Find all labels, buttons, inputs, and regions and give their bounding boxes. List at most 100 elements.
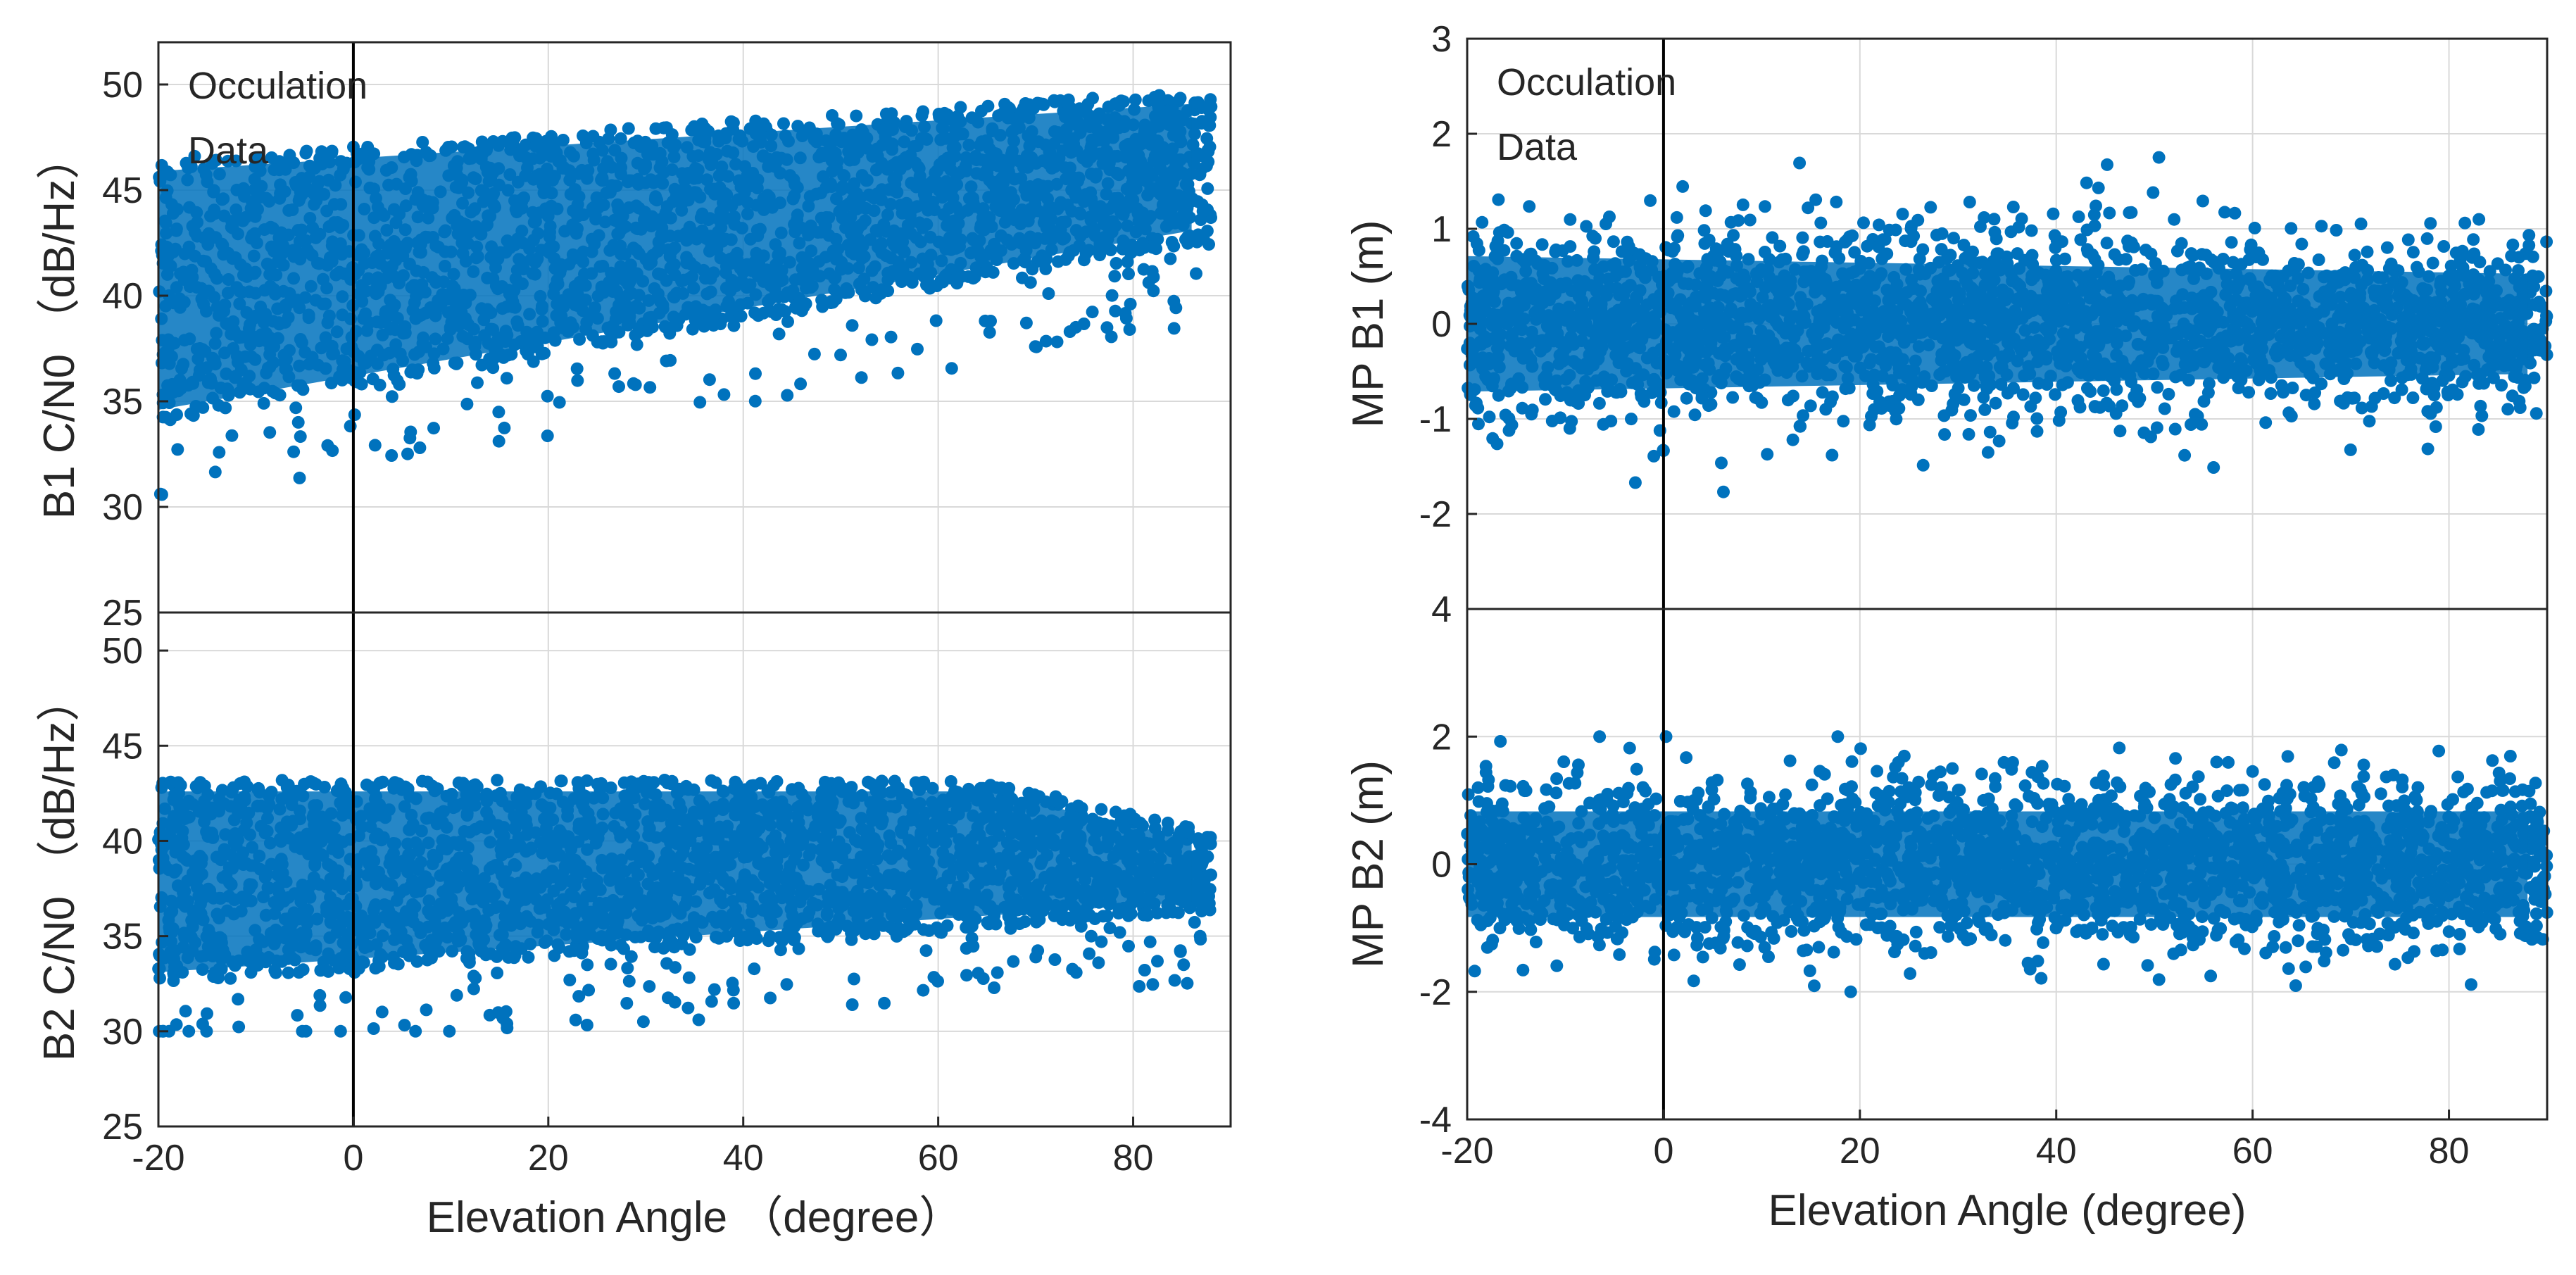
scatter-point xyxy=(1140,907,1153,920)
scatter-point xyxy=(960,942,973,955)
scatter-point xyxy=(541,429,554,443)
scatter-point xyxy=(855,371,868,384)
scatter-point xyxy=(385,449,398,462)
scatter-point xyxy=(401,447,414,460)
scatter-point xyxy=(1108,270,1121,283)
scatter-point xyxy=(492,406,505,419)
scatter-point xyxy=(846,998,859,1011)
scatter-point xyxy=(500,372,513,385)
scatter-point xyxy=(313,999,327,1012)
scatter-point xyxy=(1029,950,1043,964)
scatter-point xyxy=(421,775,434,789)
scatter-point xyxy=(622,122,635,135)
scatter-point xyxy=(808,347,821,360)
scatter-point xyxy=(1138,241,1151,254)
scatter-point xyxy=(686,322,699,336)
scatter-point xyxy=(734,310,748,323)
scatter-point xyxy=(1016,271,1029,284)
scatter-point xyxy=(1113,926,1126,939)
scatter-point xyxy=(403,432,417,445)
scatter-point xyxy=(604,123,617,137)
scatter-point xyxy=(268,964,282,977)
scatter-point xyxy=(595,777,608,790)
scatter-point xyxy=(915,109,929,123)
scatter-point xyxy=(555,774,568,788)
scatter-point xyxy=(669,961,681,974)
scatter-point xyxy=(1109,805,1122,819)
scatter-point xyxy=(334,1024,347,1038)
scatter-point xyxy=(694,123,708,136)
scatter-point xyxy=(1042,287,1055,300)
scatter-point xyxy=(1194,213,1207,226)
scatter-point xyxy=(703,315,716,329)
scatter-point xyxy=(1029,340,1042,353)
scatter-point xyxy=(505,131,519,144)
scatter-point xyxy=(1201,182,1214,195)
scatter-point xyxy=(569,1013,582,1026)
y-tick-label: 45 xyxy=(102,170,143,211)
scatter-point xyxy=(291,415,305,429)
scatter-point xyxy=(608,367,622,380)
scatter-point xyxy=(300,144,313,158)
scatter-point xyxy=(1123,323,1136,336)
scatter-point xyxy=(1190,267,1202,280)
scatter-point xyxy=(629,378,642,391)
scatter-point xyxy=(770,775,784,788)
scatter-point xyxy=(620,997,634,1010)
scatter-point xyxy=(170,408,183,421)
scatter-point xyxy=(1054,796,1067,809)
scatter-point xyxy=(498,421,511,434)
scatter-point xyxy=(991,966,1004,979)
scatter-point xyxy=(945,362,958,375)
scatter-point xyxy=(917,984,930,997)
scatter-point xyxy=(1095,935,1108,948)
scatter-point xyxy=(624,950,638,963)
scatter-point xyxy=(984,315,997,327)
scatter-point xyxy=(931,974,944,988)
scatter-point xyxy=(658,121,671,134)
scatter-point xyxy=(1093,249,1107,262)
scatter-point xyxy=(179,1005,192,1018)
scatter-point xyxy=(881,284,895,298)
scatter-point xyxy=(469,972,482,985)
scatter-point xyxy=(709,776,722,789)
scatter-point xyxy=(1086,306,1099,319)
scatter-point xyxy=(296,1024,309,1038)
scatter-point xyxy=(450,988,463,1002)
scatter-point xyxy=(249,153,262,166)
y-tick-label: 30 xyxy=(102,487,143,528)
scatter-point xyxy=(198,779,211,793)
scatter-point xyxy=(391,374,404,387)
scatter-point xyxy=(772,327,786,341)
scatter-point xyxy=(1096,910,1110,923)
scatter-point xyxy=(1167,239,1181,253)
scatter-point xyxy=(1052,255,1064,268)
scatter-point xyxy=(681,1001,695,1015)
scatter-point xyxy=(748,962,761,976)
scatter-point xyxy=(1124,808,1137,821)
scatter-point xyxy=(1200,831,1214,844)
scatter-point xyxy=(1048,953,1062,966)
scatter-point xyxy=(548,949,561,962)
scatter-point xyxy=(1007,955,1020,968)
scatter-point xyxy=(703,373,716,387)
scatter-point xyxy=(1150,906,1164,919)
scatter-point xyxy=(867,927,881,941)
scatter-point xyxy=(1143,935,1157,948)
scatter-point xyxy=(563,974,577,986)
scatter-point xyxy=(420,1003,433,1017)
scatter-point xyxy=(1019,316,1033,329)
scatter-point xyxy=(878,996,891,1010)
scatter-point xyxy=(1152,89,1166,102)
scatter-point xyxy=(850,109,863,123)
scatter-point xyxy=(486,353,500,366)
scatter-point xyxy=(492,434,505,448)
scatter-point xyxy=(727,984,740,997)
scatter-point xyxy=(413,441,427,454)
scatter-point xyxy=(556,134,570,146)
scatter-point xyxy=(1033,97,1047,111)
scatter-point xyxy=(385,390,398,403)
scatter-point xyxy=(658,774,671,786)
scatter-point xyxy=(1151,955,1164,968)
